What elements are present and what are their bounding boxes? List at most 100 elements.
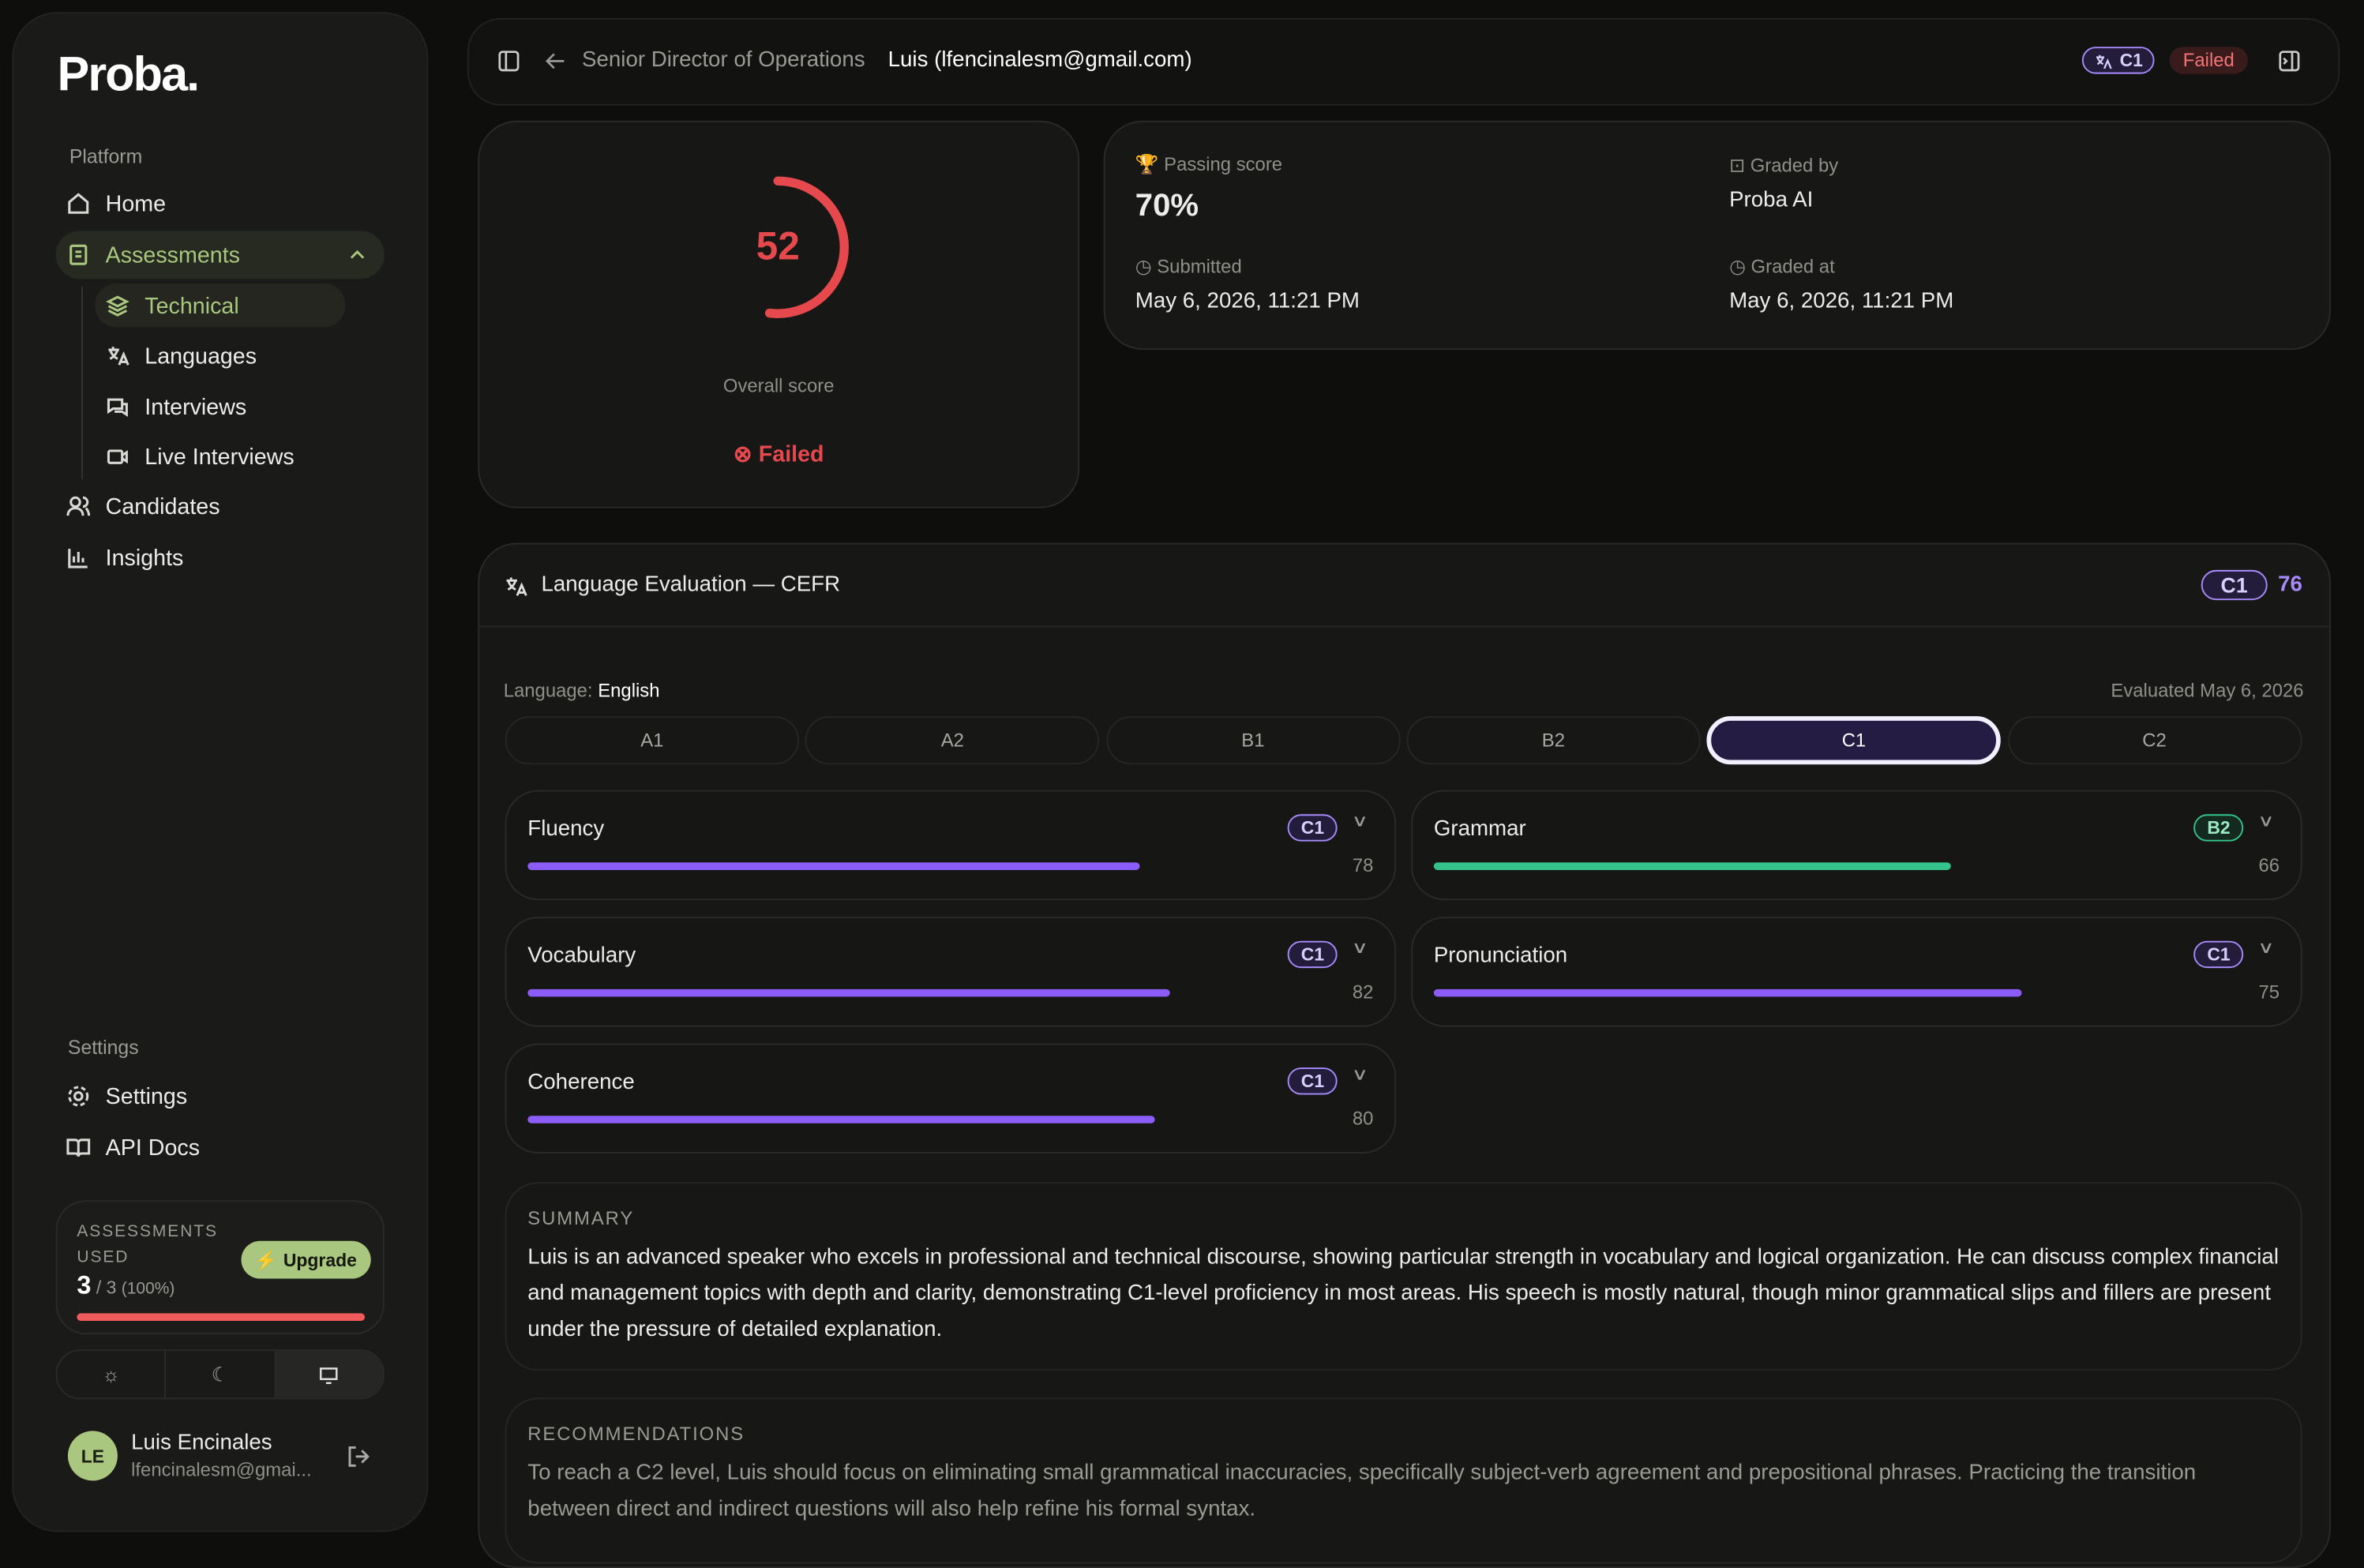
level-tab[interactable]: A1: [505, 716, 799, 765]
detail-value: May 6, 2026, 11:21 PM: [1729, 289, 1954, 314]
theme-dark[interactable]: ☾: [167, 1351, 276, 1398]
sub-active[interactable]: [95, 283, 346, 328]
evaluated-date: Evaluated May 6, 2026: [2111, 680, 2304, 702]
level-tab[interactable]: C2: [2007, 716, 2302, 765]
skill-level: C1: [1287, 940, 1338, 969]
nav-label: Home: [105, 190, 167, 217]
usage-total: / 3: [96, 1277, 117, 1299]
eval-level: C1: [2201, 569, 2268, 601]
avatar[interactable]: LE: [67, 1431, 118, 1481]
skill-card[interactable]: [1411, 917, 2302, 1027]
divider: [479, 625, 2330, 628]
sub-item[interactable]: Interviews: [106, 384, 247, 430]
logo[interactable]: Proba.: [57, 47, 201, 101]
nav-item[interactable]: Insights: [66, 535, 183, 580]
skill-card[interactable]: [1411, 790, 2302, 901]
sidebar-toggle[interactable]: [497, 50, 520, 73]
chevron[interactable]: ∨: [2257, 939, 2275, 958]
chevron[interactable]: ∨: [1351, 939, 1369, 958]
chevron[interactable]: ∨: [1351, 812, 1369, 831]
language: English: [598, 680, 660, 702]
usage-percent: (100%): [121, 1280, 175, 1299]
user-email: lfencinalesm@gmai...: [131, 1459, 312, 1481]
nav-item[interactable]: API Docs: [66, 1125, 200, 1170]
skill-score: 75: [2258, 981, 2280, 1003]
skill-name: Grammar: [1433, 817, 1526, 842]
chevron[interactable]: ∨: [1351, 1066, 1369, 1085]
nav-item[interactable]: Assessments: [66, 232, 240, 277]
usage-count: 3 / 3 (100%): [77, 1271, 174, 1301]
score-arc: [707, 176, 849, 318]
sub-label: Interviews: [144, 394, 247, 420]
label-text: Graded at: [1750, 256, 1835, 278]
nav-label: Insights: [105, 545, 184, 571]
detail-label: ⊡ Graded by: [1729, 155, 1839, 177]
upgrade-label: Upgrade: [283, 1249, 357, 1271]
label-text: Language:: [503, 680, 593, 702]
skill-level: C1: [1287, 1067, 1338, 1095]
user-name: Luis Encinales: [131, 1431, 272, 1455]
status-text: Failed: [758, 441, 824, 468]
breadcrumb-role[interactable]: Senior Director of Operations: [582, 48, 865, 73]
nav-item[interactable]: Home: [66, 181, 166, 226]
summary-box: SUMMARY Luis is an advanced speaker who …: [505, 1182, 2302, 1371]
nav-active[interactable]: [55, 231, 385, 279]
usage-card: ASSESSMENTS USED 3 / 3 (100%) ⚡ Upgrade: [55, 1200, 385, 1335]
chevron: [350, 249, 365, 259]
back-arrow[interactable]: [544, 50, 567, 73]
level-text: C1: [2119, 50, 2143, 71]
label-text: Submitted: [1157, 256, 1242, 278]
skill-name: Coherence: [527, 1070, 635, 1095]
usage-label: ASSESSMENTS USED: [77, 1222, 218, 1267]
level-tab[interactable]: C1: [1706, 716, 2002, 765]
skill-level: C1: [2193, 940, 2244, 969]
sub-label: Live Interviews: [144, 444, 295, 470]
status-badge: Failed: [2169, 47, 2249, 74]
theme-light[interactable]: ☼: [58, 1351, 167, 1398]
skill-bar: [527, 1116, 1155, 1123]
level-tab[interactable]: B2: [1406, 716, 1701, 765]
skill-bar: [527, 862, 1139, 870]
skill-name: Vocabulary: [527, 943, 636, 969]
skill-score: 66: [2258, 854, 2280, 876]
detail-value: 70%: [1135, 188, 1199, 223]
recommendations-title: RECOMMENDATIONS: [527, 1423, 745, 1445]
nav-item[interactable]: Settings: [66, 1074, 187, 1119]
topbar: [467, 17, 2340, 106]
panel-toggle[interactable]: [2278, 50, 2301, 73]
nav-item[interactable]: Candidates: [66, 484, 220, 529]
skill-bar: [1433, 988, 2022, 997]
recommendations-text: To reach a C2 level, Luis should focus o…: [527, 1461, 2197, 1521]
theme-system[interactable]: [275, 1351, 383, 1398]
skill-score: 80: [1352, 1108, 1374, 1130]
skill-score: 78: [1352, 854, 1374, 876]
skill-bar: [1433, 862, 1952, 870]
nav-label: Candidates: [105, 493, 220, 520]
logout-icon[interactable]: [347, 1445, 371, 1469]
details-card: [1103, 120, 2331, 351]
chevron[interactable]: ∨: [2257, 812, 2275, 831]
sub-item[interactable]: Live Interviews: [106, 434, 295, 479]
skill-card[interactable]: [505, 1043, 1397, 1153]
summary-title: SUMMARY: [527, 1207, 635, 1229]
detail-label: 🏆 Passing score: [1135, 153, 1283, 175]
score-value: 52: [756, 223, 800, 268]
level-tab[interactable]: B1: [1105, 716, 1401, 765]
skill-card[interactable]: [505, 790, 1397, 901]
label-text: Passing score: [1164, 153, 1283, 175]
upgrade-button[interactable]: ⚡ Upgrade: [241, 1240, 371, 1279]
skill-name: Pronunciation: [1433, 943, 1568, 969]
skill-level: B2: [2193, 814, 2244, 842]
level-badge: C1: [2081, 47, 2156, 74]
sub-item[interactable]: Languages: [106, 333, 257, 378]
score-ring: [707, 176, 849, 318]
sub-item[interactable]: Technical: [106, 283, 239, 328]
skill-name: Fluency: [527, 817, 605, 842]
skill-bar: [527, 988, 1171, 997]
section-label: Settings: [67, 1036, 139, 1059]
level-tab[interactable]: A2: [805, 716, 1100, 765]
label-text: Graded by: [1750, 155, 1839, 177]
skill-card[interactable]: [505, 917, 1397, 1027]
detail-label: ◷ Submitted: [1135, 256, 1242, 278]
